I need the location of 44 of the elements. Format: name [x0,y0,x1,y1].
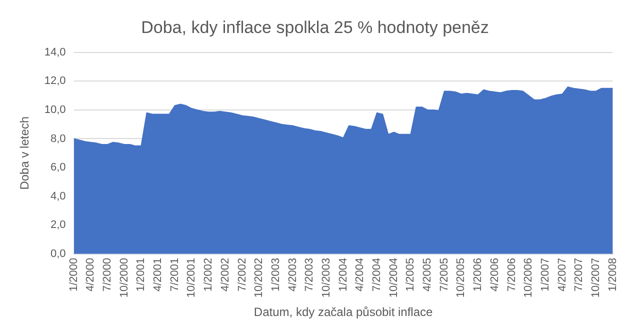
x-tick-label: 7/2004 [371,258,384,292]
x-tick-label: 1/2000 [68,258,80,292]
x-tick-label: 10/2007 [590,258,602,298]
x-tick-label: 10/2006 [522,258,535,298]
y-tick-label: 4,0 [50,190,66,202]
y-axis-title: Doba v letech [18,116,32,190]
x-tick-label: 1/2004 [337,258,350,292]
x-tick-label: 4/2000 [84,258,97,292]
y-tick-label: 2,0 [50,219,66,232]
x-tick-label: 10/2001 [186,258,198,298]
x-tick-label: 10/2002 [253,258,266,298]
x-tick-label: 1/2007 [539,258,552,292]
x-tick-label: 7/2003 [304,258,316,292]
x-tick-label: 1/2005 [404,258,417,292]
x-tick-label: 7/2000 [102,258,114,292]
x-tick-label: 1/2008 [606,258,619,292]
x-tick-label: 1/2006 [472,258,484,292]
x-tick-label: 4/2007 [556,258,568,292]
y-tick-label: 8,0 [50,132,66,145]
x-tick-label: 4/2005 [422,258,434,292]
x-tick-label: 4/2006 [488,258,501,292]
x-tick-label: 4/2004 [354,258,366,292]
x-tick-label: 10/2005 [455,258,468,298]
x-tick-label: 7/2007 [573,258,586,292]
x-tick-label: 7/2001 [168,258,181,292]
x-tick-label: 1/2003 [270,258,282,292]
y-tick-label: 6,0 [50,162,66,174]
x-tick-label: 4/2001 [152,258,164,292]
x-tick-label: 10/2000 [118,258,130,298]
x-tick-label: 4/2002 [219,258,232,292]
x-tick-label: 7/2006 [506,258,518,292]
x-tick-label: 7/2005 [438,258,450,292]
x-tick-label: 1/2001 [135,258,148,292]
y-tick-label: 14,0 [44,46,66,58]
x-axis-title: Datum, kdy začala působit inflace [254,305,434,320]
chart-title: Doba, kdy inflace spolkla 25 % hodnoty peněz [141,18,489,37]
x-tick-label: 1/2002 [202,258,215,292]
y-tick-label: 0,0 [50,248,66,260]
y-tick-label: 10,0 [44,104,66,116]
x-tick-label: 10/2004 [388,258,400,298]
x-tick-label: 10/2003 [320,258,332,298]
x-tick-label: 4/2003 [286,258,299,292]
y-tick-label: 12,0 [44,75,66,88]
x-tick-label: 7/2002 [236,258,248,292]
